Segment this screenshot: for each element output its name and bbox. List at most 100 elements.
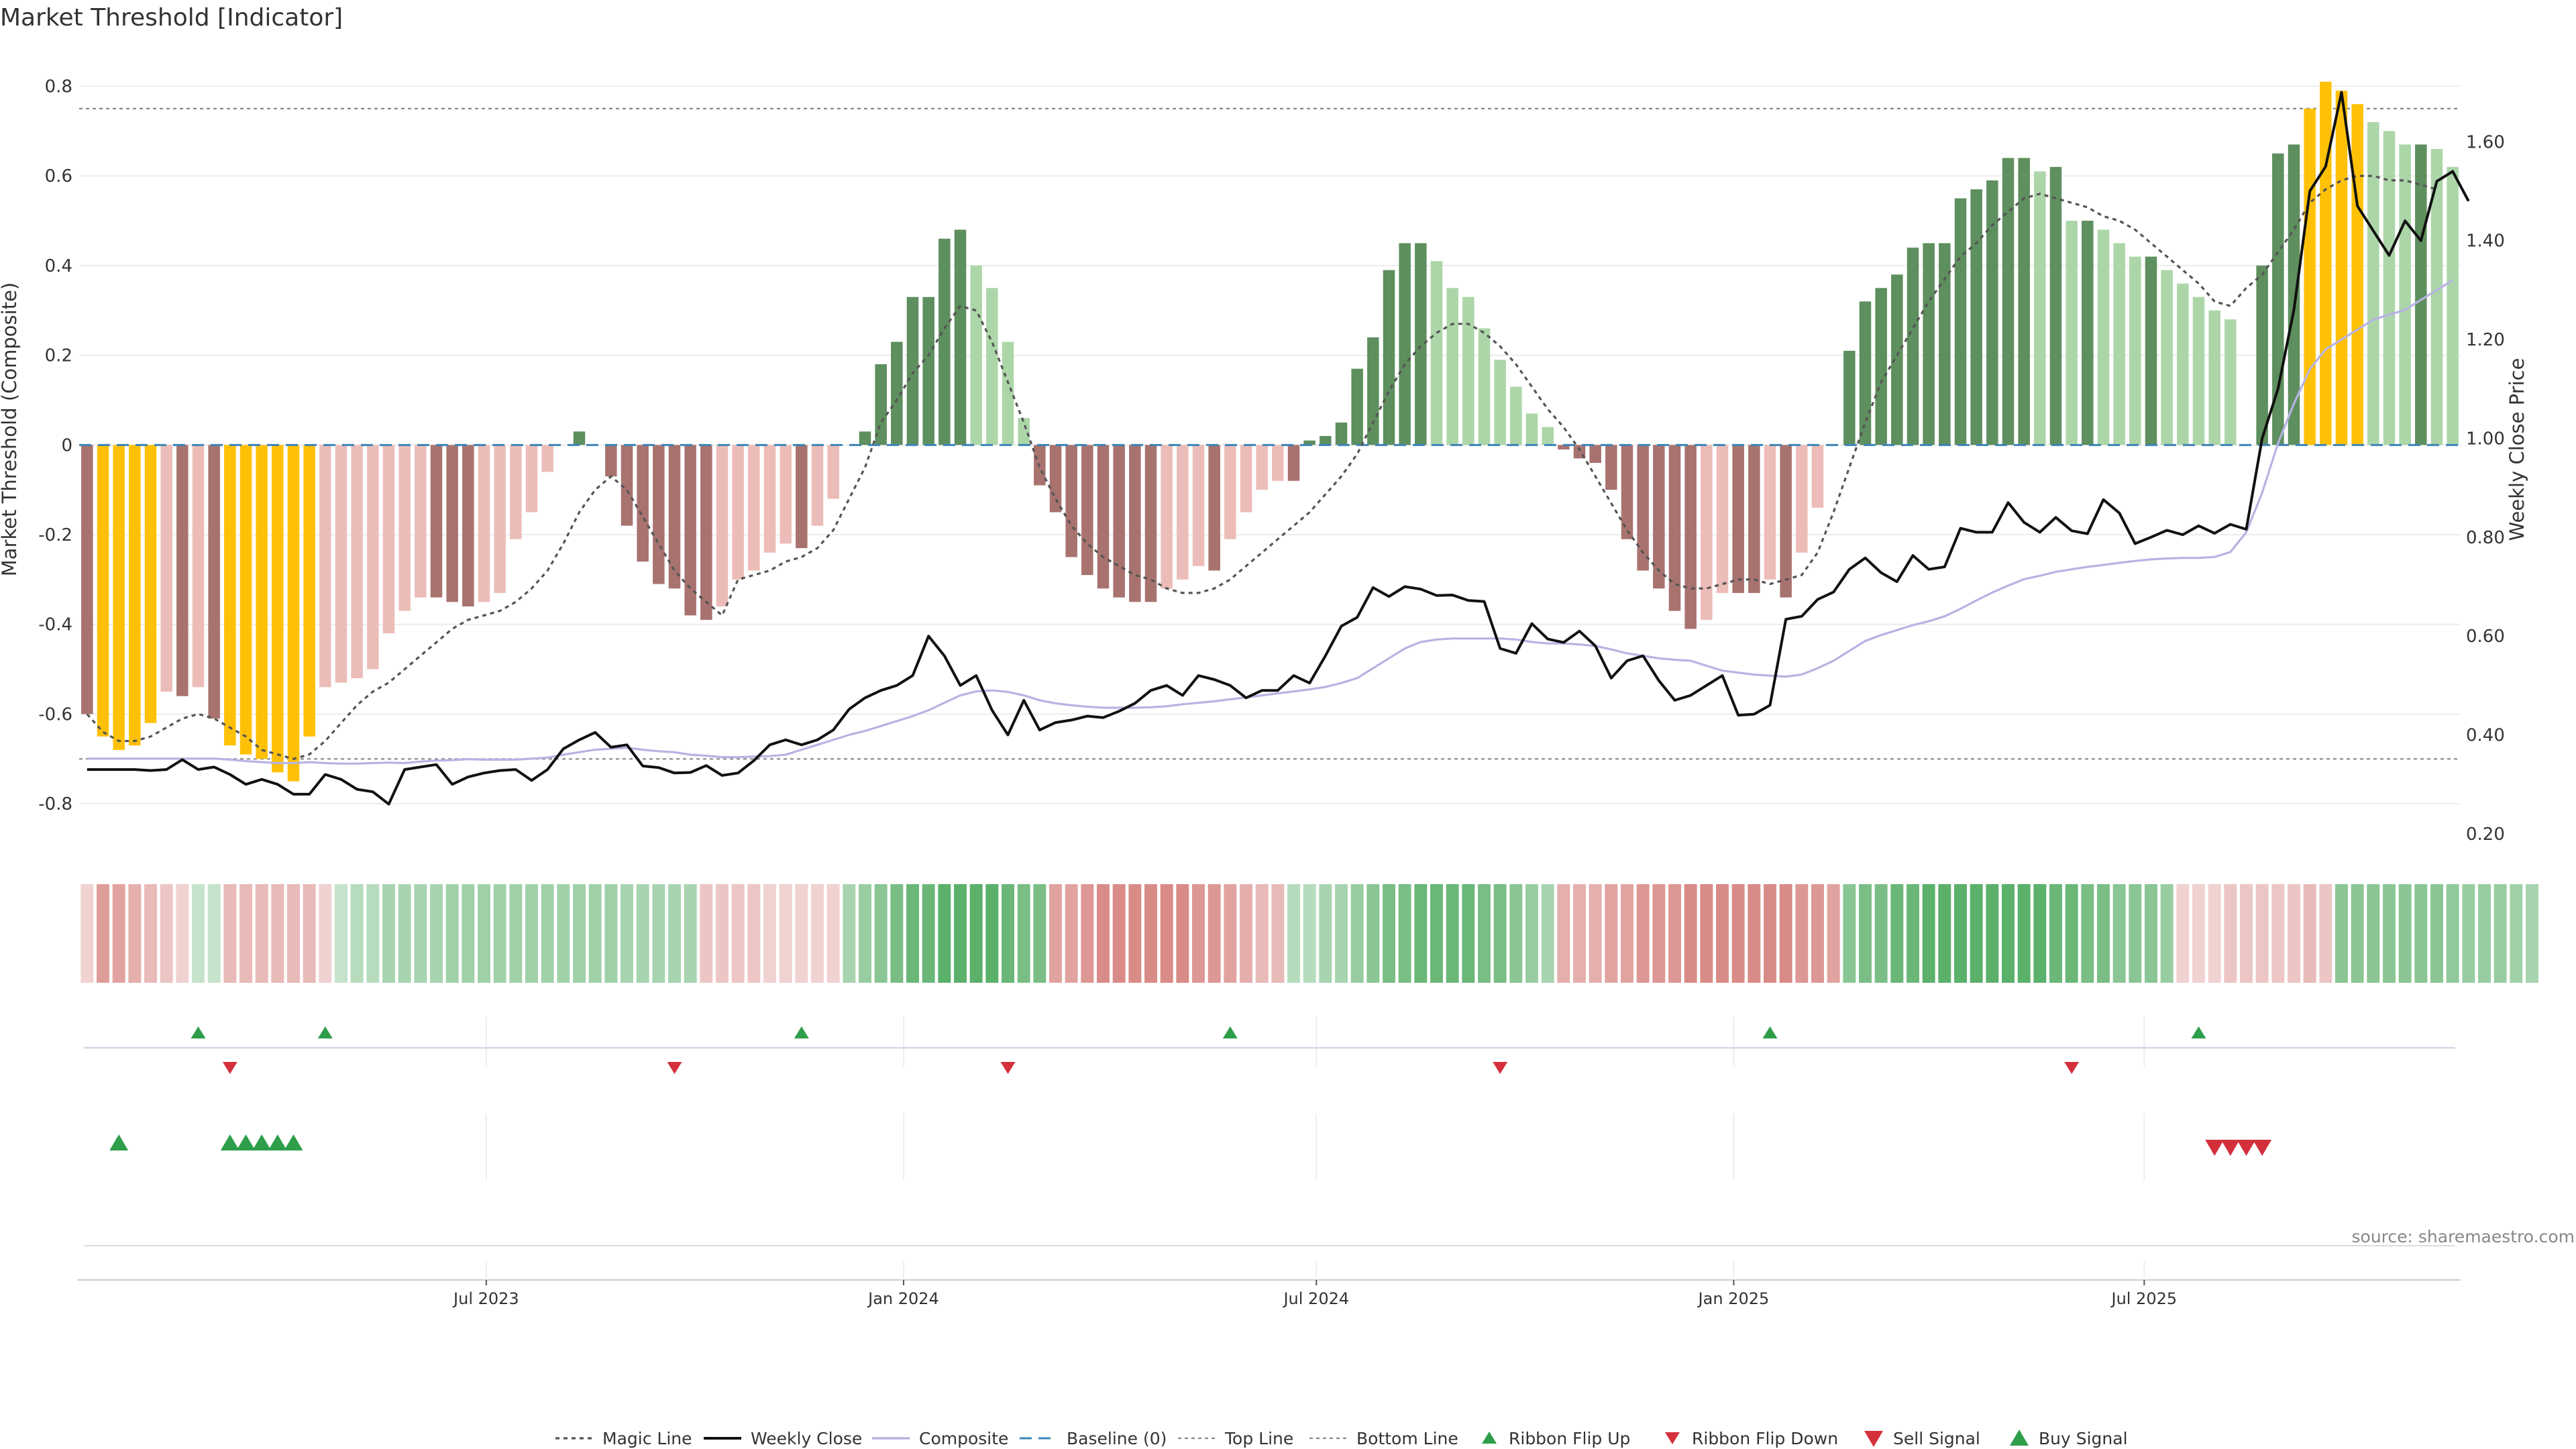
left-tick-label: -0.2 (38, 525, 72, 545)
ribbon-cell (1621, 884, 1633, 983)
composite-bar (1939, 243, 1951, 445)
composite-bar (1510, 386, 1522, 445)
ribbon-cell (747, 884, 761, 983)
ribbon-cell (414, 884, 427, 983)
composite-bar (922, 297, 934, 445)
composite-bar (605, 445, 617, 477)
ribbon-cell (493, 884, 506, 983)
composite-bar (1764, 445, 1776, 580)
ribbon-cell (684, 884, 697, 983)
ribbon-cell (557, 884, 570, 983)
ribbon-cell (621, 884, 633, 983)
composite-bar (1256, 445, 1268, 490)
composite-bar (2415, 144, 2427, 445)
composite-bar (1859, 301, 1872, 445)
composite-bar (1049, 445, 1062, 513)
right-tick-label: 1.20 (2466, 330, 2505, 350)
composite-bar (891, 341, 903, 445)
ribbon-cell (2414, 884, 2428, 983)
composite-bar (1653, 445, 1665, 589)
x-tick-label: Jan 2025 (1697, 1289, 1770, 1308)
right-axis-label: Weekly Close Price (2506, 358, 2528, 541)
ribbon-cell (1287, 884, 1300, 983)
ribbon-cell (1240, 884, 1252, 983)
source-credit: source: sharemaestro.com (2352, 1227, 2575, 1246)
ribbon-cell (1636, 884, 1650, 983)
composite-bar (906, 297, 919, 445)
composite-bar (1081, 445, 1093, 576)
ribbon-cell (985, 884, 999, 983)
composite-bar (1701, 445, 1713, 621)
composite-bar (2304, 108, 2316, 445)
ribbon-cell (1589, 884, 1602, 983)
composite-bar (1097, 445, 1110, 589)
ribbon-cell (303, 884, 316, 983)
composite-bar (2097, 229, 2110, 445)
ribbon-cell (1605, 884, 1618, 983)
composite-bar (875, 364, 887, 445)
ribbon-cell (2335, 884, 2348, 983)
ribbon-cell (1764, 884, 1776, 983)
ribbon-cell (811, 884, 824, 983)
composite-bar (1415, 243, 1427, 445)
ribbon-cell (763, 884, 776, 983)
left-tick-label: -0.4 (38, 615, 72, 635)
composite-bar (1684, 445, 1697, 629)
ribbon-cell (239, 884, 252, 983)
ribbon-cell (890, 884, 904, 983)
ribbon-cell (1478, 884, 1491, 983)
ribbon-cell (1335, 884, 1348, 983)
ribbon-flip-up-marker (1222, 1026, 1238, 1038)
composite-bar (668, 445, 681, 589)
composite-bar (525, 445, 538, 513)
legend: Magic Line Weekly Close Composite Baseline … (555, 1429, 2128, 1448)
ribbon-cell (2462, 884, 2475, 983)
x-tick-label: Jul 2024 (1282, 1289, 1349, 1308)
ribbon-cell (954, 884, 967, 983)
composite-bar (1161, 445, 1173, 589)
ribbon-cell (2145, 884, 2157, 983)
composite-bar (1399, 243, 1411, 445)
composite-bar (1177, 445, 1189, 580)
composite-bar (192, 445, 205, 688)
ribbon-cell (1668, 884, 1681, 983)
ribbon-cell (1874, 884, 1888, 983)
ribbon-cell (731, 884, 745, 983)
composite-bar (2320, 81, 2332, 445)
sell-signal-marker (2253, 1140, 2272, 1156)
left-tick-label: 0.6 (45, 166, 72, 186)
composite-bar (1351, 368, 1363, 445)
legend-label: Ribbon Flip Up (1509, 1429, 1630, 1448)
composite-bar (732, 445, 744, 580)
ribbon-cell (1002, 884, 1014, 983)
ribbon-cell (1907, 884, 1919, 983)
buy-signal-marker (268, 1134, 287, 1150)
ribbon-cell (2493, 884, 2507, 983)
ribbon-cell (2160, 884, 2174, 983)
ribbon-cell (1398, 884, 1411, 983)
ribbon-cell (1144, 884, 1157, 983)
ribbon-flip-down-marker (2064, 1062, 2080, 1074)
ribbon-cell (1731, 884, 1745, 983)
ribbon-cell (176, 884, 189, 983)
composite-bar (430, 445, 443, 598)
ribbon-flip-up-marker (317, 1026, 333, 1038)
sell-signal-marker (2205, 1140, 2224, 1156)
ribbon-cell (2383, 884, 2396, 983)
ribbon-cell (478, 884, 490, 983)
ribbon-cell (1700, 884, 1713, 983)
ribbon-cell (2129, 884, 2142, 983)
left-tick-label: -0.8 (38, 794, 72, 814)
ribbon-flip-up-marker (191, 1026, 206, 1038)
composite-bar (1478, 328, 1491, 445)
legend-label: Weekly Close (751, 1429, 862, 1448)
composite-bar (287, 445, 300, 782)
ribbon-cell (1859, 884, 1872, 983)
ribbon-cell (1271, 884, 1285, 983)
signal-panel (84, 1114, 2455, 1246)
composite-bar (621, 445, 633, 526)
composite-bar (2049, 166, 2062, 445)
ribbon-cell (938, 884, 951, 983)
composite-bar (1891, 274, 1903, 445)
